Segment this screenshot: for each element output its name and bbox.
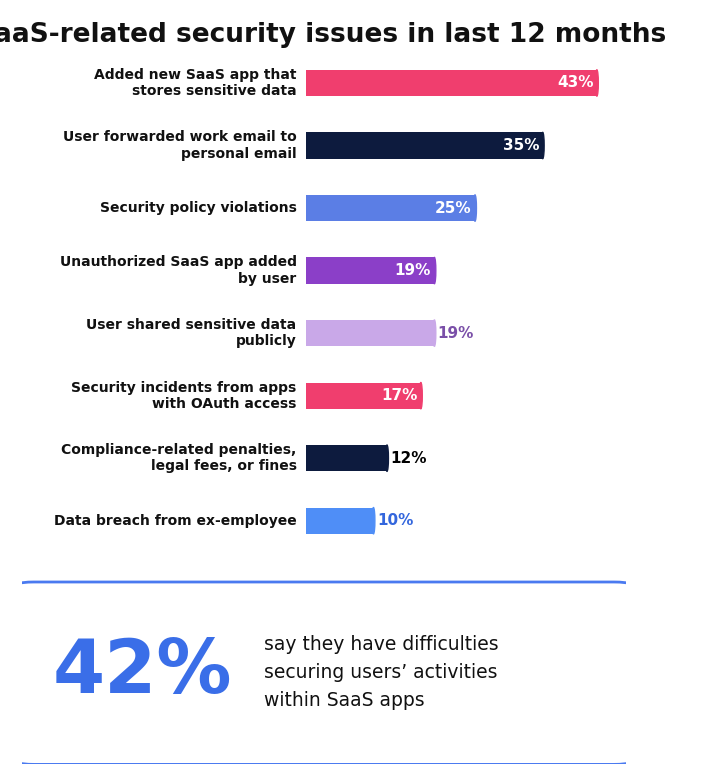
Text: say they have difficulties
securing users’ activities
within SaaS apps: say they have difficulties securing user… (264, 635, 498, 710)
Bar (306, 195, 475, 221)
Bar (306, 70, 597, 96)
Circle shape (433, 320, 436, 347)
Text: User forwarded work email to
personal email: User forwarded work email to personal em… (63, 130, 296, 161)
Text: Compliance-related penalties,
legal fees, or fines: Compliance-related penalties, legal fees… (61, 443, 296, 474)
Text: 12%: 12% (390, 451, 427, 466)
Text: Security incidents from apps
with OAuth access: Security incidents from apps with OAuth … (71, 380, 296, 411)
Text: Security policy violations: Security policy violations (100, 201, 296, 215)
Text: 10%: 10% (377, 514, 414, 528)
Circle shape (372, 507, 375, 534)
Circle shape (474, 195, 476, 221)
Circle shape (386, 445, 389, 471)
FancyBboxPatch shape (9, 582, 638, 764)
Text: 42%: 42% (53, 636, 232, 709)
Text: 25%: 25% (435, 201, 472, 216)
Bar (306, 507, 373, 534)
Bar (306, 132, 542, 158)
Text: Data breach from ex-employee: Data breach from ex-employee (54, 514, 296, 528)
Text: SaaS-related security issues in last 12 months: SaaS-related security issues in last 12 … (0, 22, 666, 48)
Text: 17%: 17% (381, 388, 417, 403)
Bar (306, 320, 435, 347)
Text: User shared sensitive data
publicly: User shared sensitive data publicly (87, 318, 296, 348)
Circle shape (433, 257, 436, 284)
Text: 19%: 19% (438, 325, 474, 340)
Bar (306, 383, 421, 408)
Bar (306, 445, 387, 471)
Text: 43%: 43% (557, 75, 593, 90)
Text: Added new SaaS app that
stores sensitive data: Added new SaaS app that stores sensitive… (94, 68, 296, 98)
Circle shape (542, 132, 544, 158)
Circle shape (419, 383, 422, 408)
Text: 19%: 19% (395, 263, 431, 278)
Circle shape (596, 70, 598, 96)
Bar (306, 257, 435, 284)
Text: 35%: 35% (503, 138, 539, 153)
Text: Unauthorized SaaS app added
by user: Unauthorized SaaS app added by user (60, 256, 296, 285)
